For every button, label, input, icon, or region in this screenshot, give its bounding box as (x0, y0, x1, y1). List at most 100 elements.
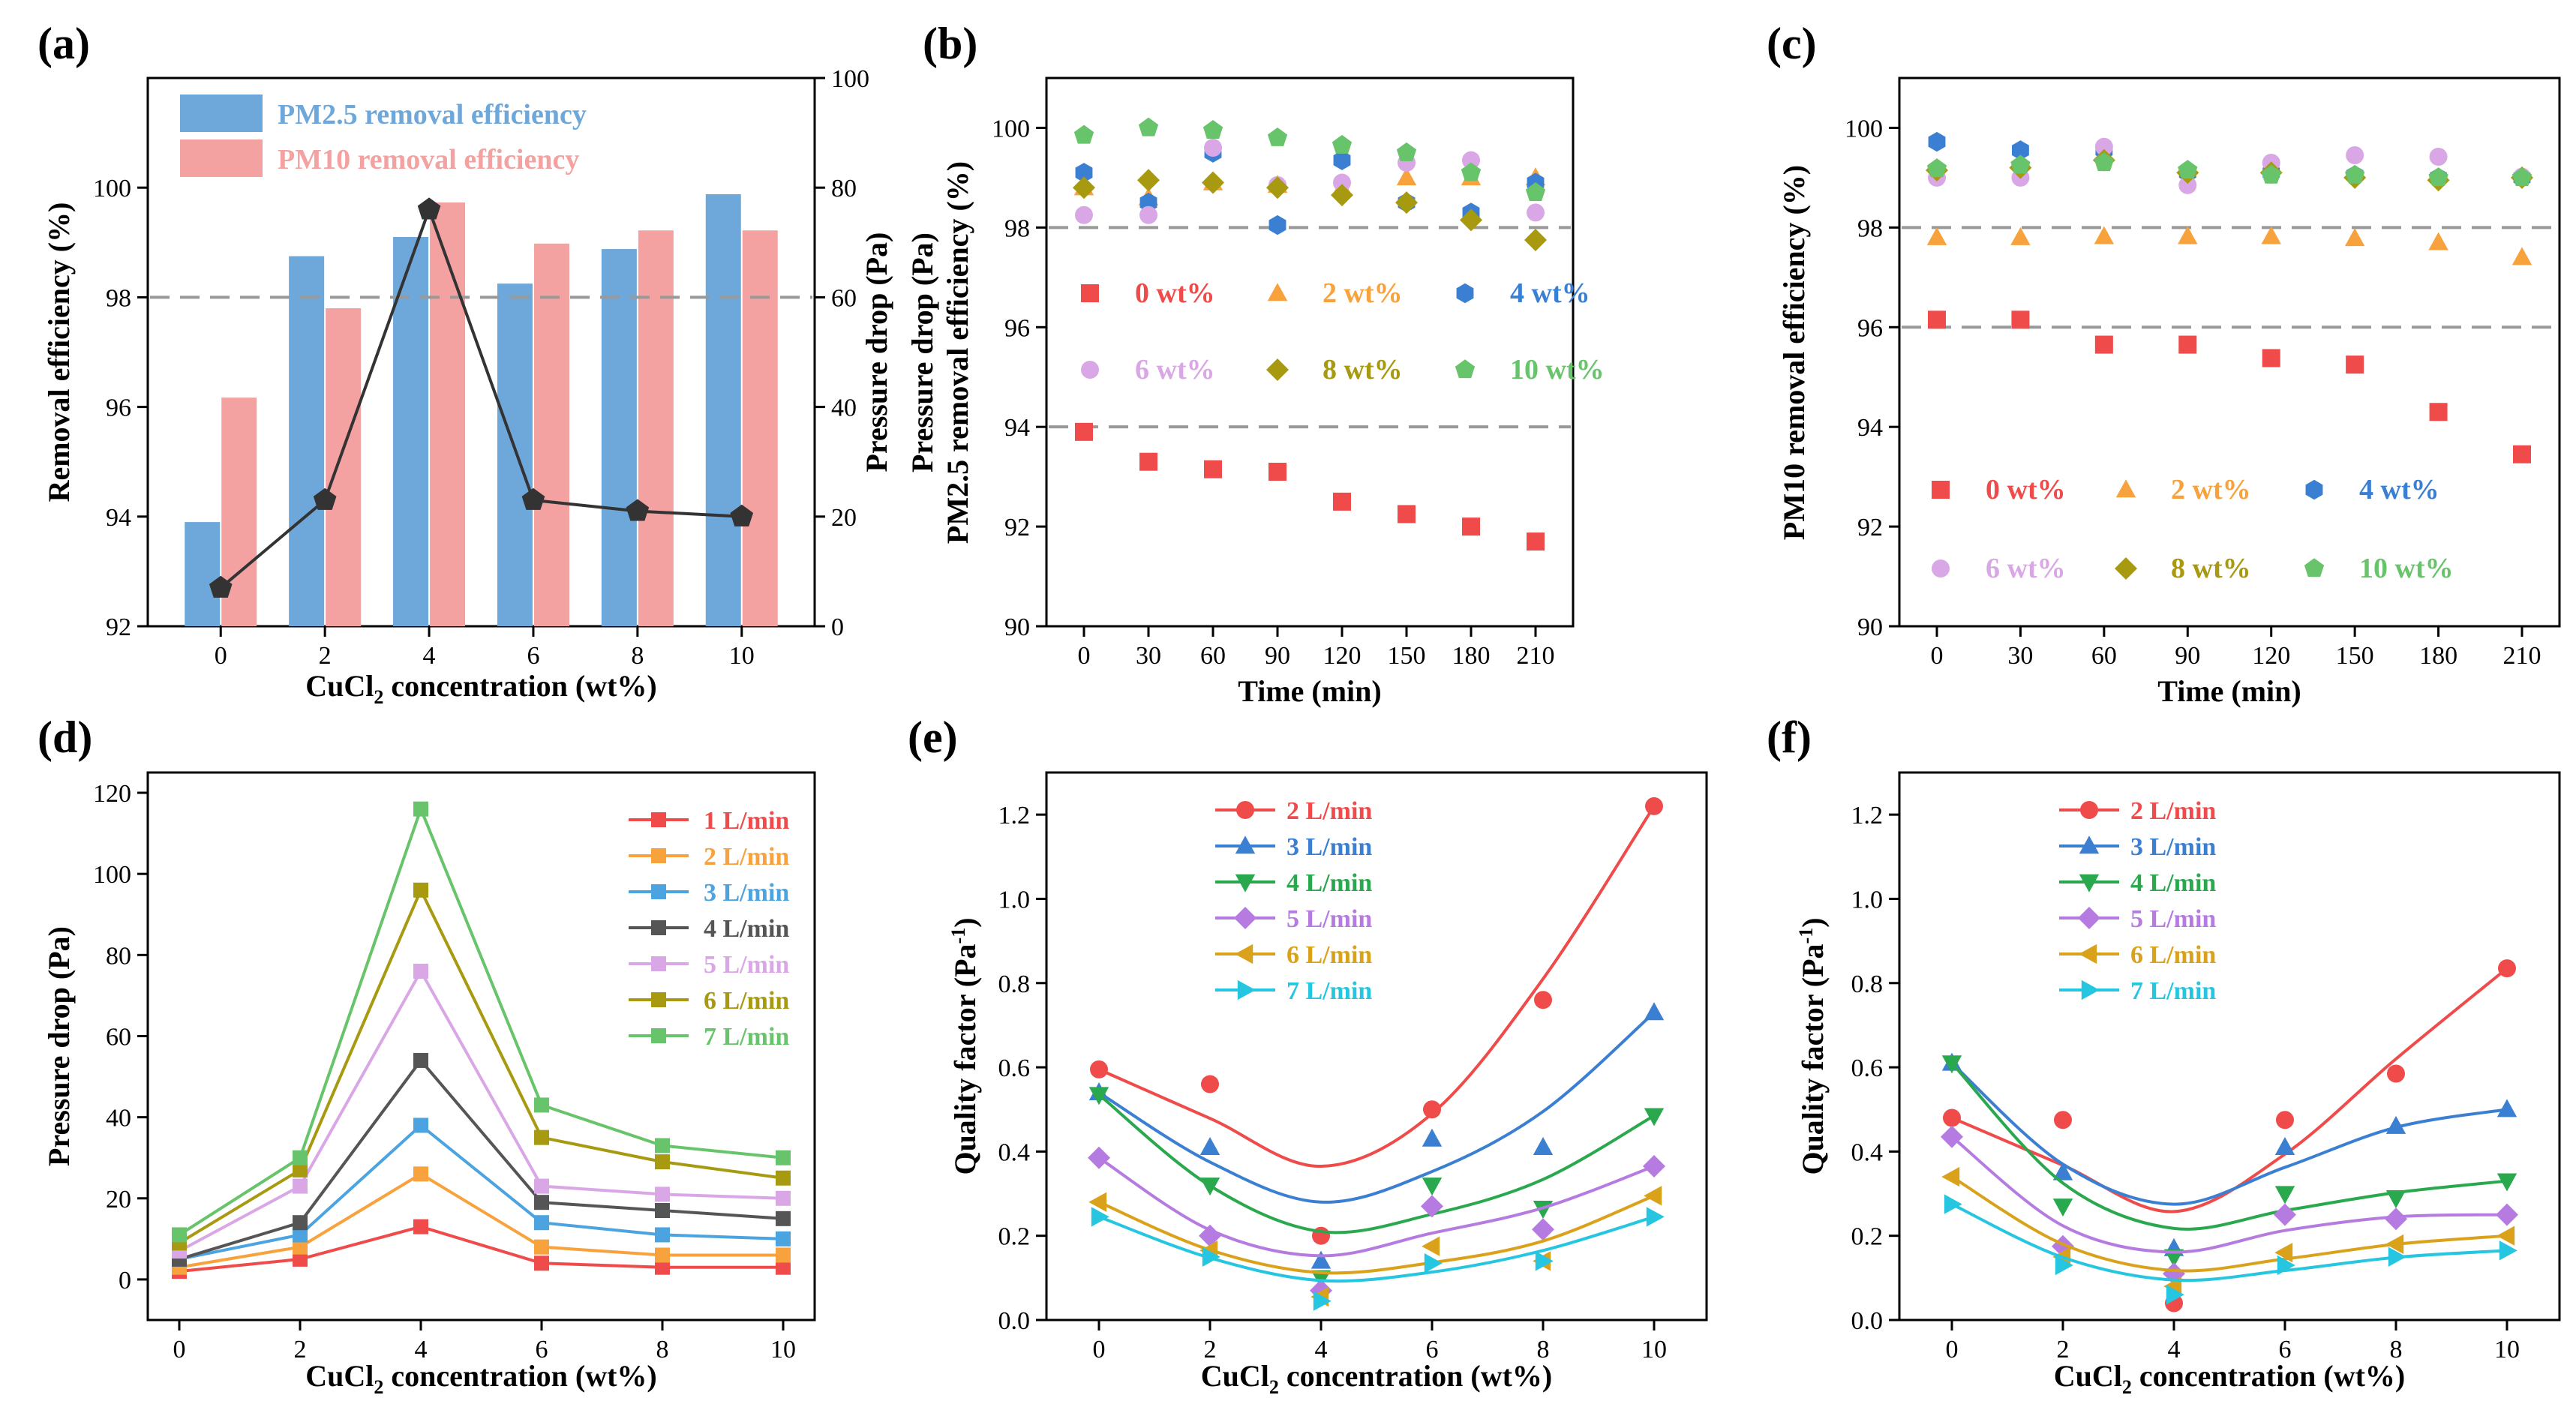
point-2wt (2010, 226, 2031, 245)
x-tick-label: 120 (2252, 642, 2290, 670)
x-tick-label: 6 (2279, 1336, 2292, 1364)
point-10wt (1138, 117, 1159, 136)
fit-curve (1950, 1175, 2508, 1273)
legend-label: 6 L/min (704, 987, 789, 1015)
panel-f: 0.0 0.2 0.4 0.6 0.8 1.0 1.2 0 2 4 6 8 10 2 L/min 3 L/m… (1795, 771, 2561, 1398)
legend-marker (1081, 284, 1099, 302)
legend-marker (1455, 359, 1476, 379)
legend-marker (651, 1028, 666, 1043)
legend-label: 0 wt% (1135, 278, 1215, 309)
point-10wt (2178, 160, 2198, 179)
data-point (1941, 1166, 1960, 1187)
y-axis-label-efficiency: PM2.5 removal efficiency (%) (941, 161, 974, 544)
x-tick-label: 0 (1078, 642, 1091, 670)
fit-curve (1097, 1011, 1656, 1204)
y-tick-label: 100 (1845, 115, 1883, 142)
legend-label: 7 L/min (2130, 977, 2216, 1005)
legend-label: 3 L/min (2130, 833, 2216, 861)
y-tick-label: 90 (1004, 614, 1030, 641)
legend-label-pm10: PM10 removal efficiency (278, 144, 579, 176)
data-point (2499, 1240, 2517, 1261)
y-tick-label: 0.0 (1851, 1307, 1884, 1335)
pressure-drop-point (417, 197, 441, 220)
series-line (178, 886, 784, 1244)
series-point (413, 1219, 428, 1234)
data-point (1423, 1100, 1441, 1119)
data-point (1645, 796, 1663, 815)
y-axis-label: Quality factor (Pa-1) (1795, 917, 1830, 1174)
legend-marker (1267, 283, 1288, 302)
data-point (2277, 1255, 2295, 1276)
legend-label: 2 wt% (2171, 474, 2251, 506)
x-tick-label: 0 (1093, 1336, 1106, 1364)
legend-marker (651, 812, 666, 827)
point-6wt (1139, 206, 1157, 224)
point-0wt (1527, 532, 1545, 551)
point-2wt (2511, 247, 2532, 266)
x-tick-label: 2 (319, 642, 332, 670)
y-tick-label: 1.2 (998, 802, 1031, 830)
x-tick-label: 2 (294, 1336, 307, 1364)
data-point (2496, 1099, 2517, 1118)
data-point (2166, 1285, 2184, 1305)
point-0wt (1928, 310, 1946, 329)
point-10wt (2511, 167, 2532, 187)
point-10wt (1926, 158, 1947, 178)
point-6wt (2094, 137, 2113, 156)
point-4wt (2011, 140, 2029, 160)
y-tick-label: 90 (1857, 614, 1883, 641)
panel-d: 0 20 40 60 80 100 120 0 2 4 6 8 10 1 L/min 2 L/min 3 L/… (42, 771, 816, 1398)
data-point (2274, 1186, 2295, 1204)
point-10wt (2010, 154, 2031, 174)
point-0wt (2011, 310, 2030, 329)
data-point (2496, 1226, 2515, 1246)
legend-marker (1236, 801, 1254, 819)
panel-label: (f) (1767, 712, 1812, 762)
point-6wt (1075, 206, 1093, 224)
data-point (1199, 1178, 1220, 1196)
y-tick-label: 0 (119, 1267, 131, 1294)
x-tick-label: 4 (415, 1336, 428, 1364)
y-tick-label: 94 (106, 504, 131, 532)
data-point (1533, 1136, 1554, 1155)
point-6wt (2346, 146, 2364, 165)
y-axis-label: Quality factor (Pa-1) (947, 917, 982, 1174)
legend-marker (651, 920, 666, 935)
point-2wt (2428, 232, 2448, 250)
series-point (534, 1256, 549, 1271)
point-10wt (1267, 127, 1288, 146)
series-point (655, 1227, 670, 1243)
series-point (534, 1130, 549, 1145)
panel-e: 0.0 0.2 0.4 0.6 0.8 1.0 1.2 0 2 4 6 8 10 2 L/min 3 L/m… (947, 771, 1708, 1398)
legend-marker (2080, 801, 2098, 819)
legend-label: 4 wt% (2359, 474, 2439, 506)
legend-label: 6 wt% (1986, 553, 2066, 584)
point-2wt (2178, 226, 2198, 244)
legend-label: 3 L/min (1286, 833, 1372, 861)
data-point (2385, 1208, 2407, 1231)
series-point (655, 1259, 670, 1275)
y-axis-label-pressure: Pressure drop (Pa) (905, 232, 939, 472)
y-tick-label: 0.8 (998, 970, 1031, 998)
bar-pm25 (705, 194, 741, 626)
series-point (776, 1231, 791, 1246)
y-tick-label: 98 (1857, 214, 1883, 242)
point-10wt (1202, 119, 1223, 139)
fit-curve (1950, 1136, 2508, 1254)
data-point (2388, 1246, 2406, 1267)
legend-label: 0 wt% (1986, 474, 2066, 506)
y2-tick-label: 80 (831, 175, 857, 202)
legend-label: 4 L/min (1286, 869, 1372, 897)
y-tick-label: 98 (1004, 214, 1030, 242)
legend-label: 2 L/min (1286, 797, 1372, 825)
data-point (2054, 1111, 2072, 1130)
pressure-drop-point (521, 488, 545, 510)
series-point (655, 1186, 670, 1202)
y-tick-label: 0.4 (998, 1138, 1031, 1166)
point-0wt (1204, 460, 1222, 478)
y-tick-label: 0.0 (998, 1307, 1031, 1335)
x-tick-label: 4 (1315, 1336, 1328, 1364)
legend-marker (2115, 479, 2136, 498)
bar-pm10 (638, 230, 674, 626)
